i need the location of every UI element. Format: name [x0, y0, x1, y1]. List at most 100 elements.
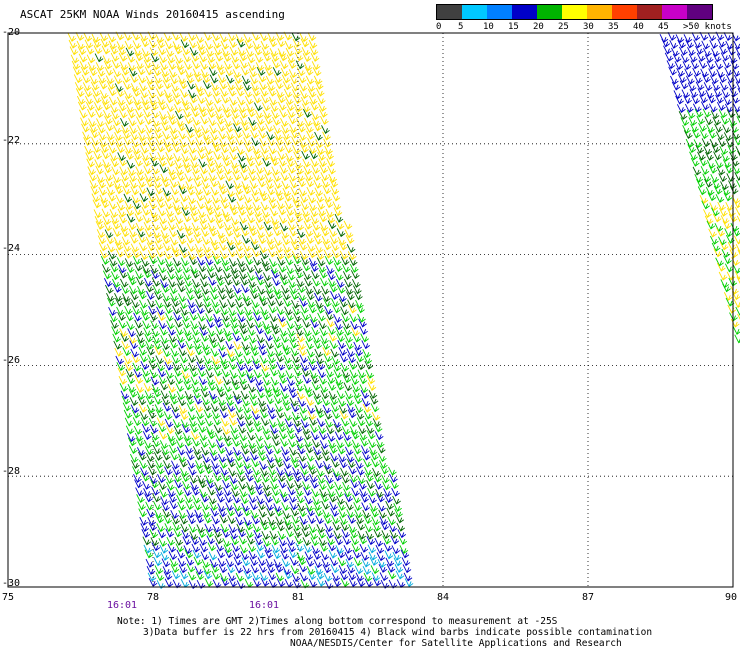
wind-barb: [345, 340, 355, 350]
wind-barb: [133, 473, 142, 483]
wind-barb: [273, 125, 282, 134]
wind-barb: [309, 313, 318, 323]
wind-barb: [194, 186, 204, 196]
wind-barb: [338, 346, 348, 356]
wind-barb: [135, 384, 145, 394]
wind-barb: [352, 445, 362, 455]
wind-barb: [305, 178, 315, 188]
wind-barb: [309, 150, 318, 160]
wind-barb: [189, 531, 199, 541]
wind-barb: [129, 285, 138, 295]
wind-barb: [129, 234, 139, 244]
wind-barb: [718, 271, 728, 281]
wind-barb: [150, 431, 160, 441]
wind-barb: [289, 339, 299, 349]
wind-barb: [273, 454, 283, 463]
wind-barb: [127, 437, 137, 447]
wind-barb: [132, 417, 142, 427]
wind-barb: [302, 319, 311, 328]
wind-barb: [703, 146, 713, 155]
wind-barb: [181, 473, 190, 482]
wind-barb: [259, 297, 268, 307]
wind-barb: [341, 263, 351, 273]
legend-label: 20: [533, 22, 544, 32]
wind-barb: [153, 451, 163, 461]
wind-barb: [132, 40, 142, 50]
wind-barb: [197, 312, 206, 322]
wind-barb: [195, 410, 205, 420]
wind-barb: [318, 269, 328, 279]
wind-barb: [217, 558, 227, 567]
wind-barb: [291, 354, 301, 364]
wind-barb: [228, 416, 238, 426]
wind-barb: [239, 276, 249, 286]
wind-barb: [272, 67, 282, 76]
wind-barb: [123, 136, 132, 146]
wind-barb: [289, 556, 299, 566]
wind-barb: [129, 125, 138, 134]
wind-barb: [132, 96, 142, 106]
wind-barb: [184, 390, 194, 400]
wind-barb: [221, 152, 230, 162]
wind-barb: [317, 207, 327, 217]
wind-barb: [218, 508, 227, 518]
wind-barb: [348, 524, 358, 533]
wind-barb: [113, 75, 123, 85]
wind-barb: [277, 423, 287, 433]
wind-barb: [722, 220, 732, 230]
wind-barb: [84, 145, 93, 155]
wind-barb: [165, 263, 175, 273]
wind-barb: [292, 417, 302, 427]
wind-barb: [169, 75, 179, 85]
wind-barb: [128, 117, 137, 127]
wind-barb: [712, 116, 722, 126]
wind-barb: [331, 355, 341, 365]
wind-barb: [143, 382, 153, 392]
wind-barb: [206, 430, 216, 440]
wind-barb: [196, 95, 206, 105]
wind-barb: [164, 361, 174, 371]
wind-barb: [174, 215, 184, 225]
wind-barb: [151, 383, 161, 393]
wind-barb: [398, 536, 408, 545]
wind-barb: [324, 465, 333, 475]
wind-barb: [334, 481, 343, 491]
wind-barb: [294, 535, 304, 545]
wind-barb: [288, 333, 297, 343]
wind-barb: [335, 326, 344, 336]
wind-barb: [245, 103, 255, 113]
wind-barb: [74, 82, 84, 91]
wind-barb: [230, 481, 239, 491]
wind-barb: [277, 369, 287, 379]
wind-barb: [277, 48, 287, 58]
wind-barb: [273, 503, 282, 513]
wind-barb: [245, 472, 254, 482]
wind-barb: [310, 479, 319, 489]
wind-barb: [267, 33, 277, 43]
wind-barb: [188, 305, 197, 315]
wind-barb: [123, 297, 132, 307]
wind-barb: [274, 403, 284, 413]
wind-barb: [313, 179, 323, 189]
wind-barb: [236, 362, 246, 371]
wind-barb: [256, 549, 266, 559]
wind-barb: [92, 199, 102, 209]
wind-barb: [173, 312, 182, 321]
wind-barb: [215, 542, 225, 552]
wind-barb: [257, 452, 267, 462]
wind-barb: [314, 187, 324, 197]
wind-barb: [357, 530, 367, 540]
legend-label: 10: [483, 22, 494, 32]
wind-barb: [100, 143, 109, 153]
wind-barb: [309, 263, 319, 272]
wind-barb: [713, 88, 723, 98]
wind-barb: [260, 40, 270, 50]
wind-barb: [119, 278, 129, 288]
wind-barb: [284, 578, 294, 588]
wind-barb: [253, 423, 263, 433]
wind-barb: [165, 208, 175, 218]
wind-barb: [229, 206, 239, 216]
wind-barb: [191, 279, 201, 288]
legend-swatch: [587, 5, 612, 19]
wind-barb: [229, 46, 239, 56]
